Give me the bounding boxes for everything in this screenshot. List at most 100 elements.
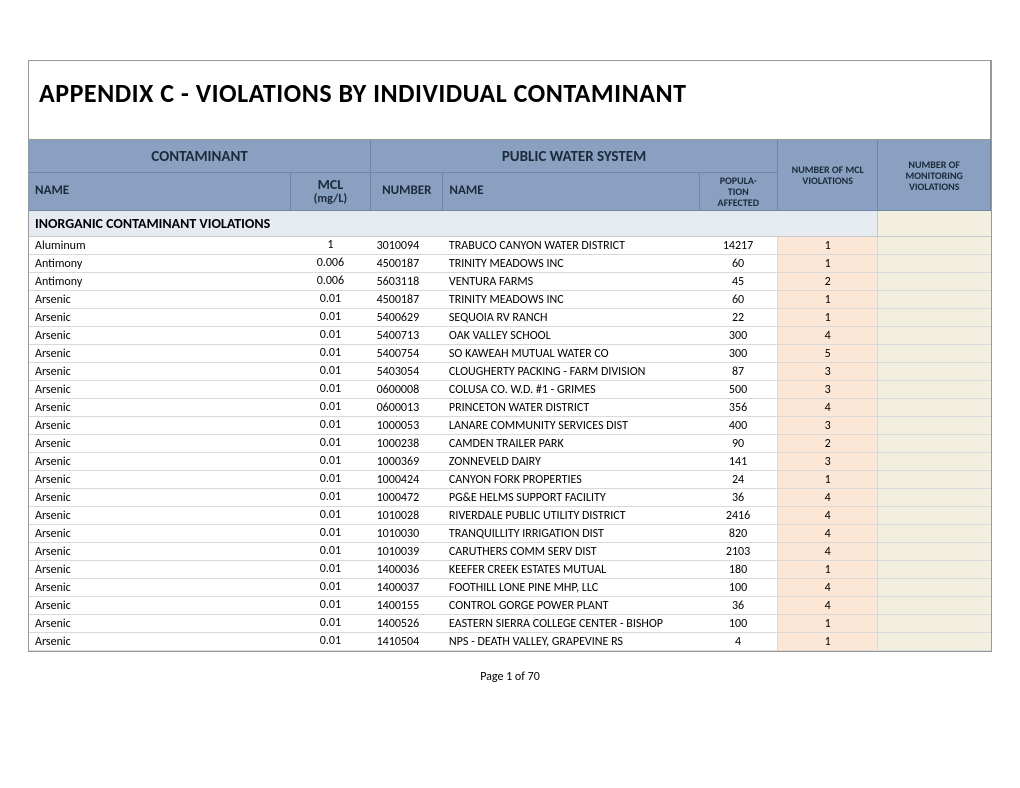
cell-mcl-violations: 5 xyxy=(777,345,877,363)
cell-contaminant-name: Arsenic xyxy=(29,417,290,435)
table-row: Arsenic0.011400526EASTERN SIERRA COLLEGE… xyxy=(29,615,991,633)
cell-mcl: 0.01 xyxy=(290,507,370,525)
cell-pws-number: 5400629 xyxy=(371,309,443,327)
cell-mcl-violations: 1 xyxy=(777,633,877,651)
header-number: NUMBER xyxy=(371,173,443,211)
cell-population: 820 xyxy=(699,525,777,543)
cell-mcl: 0.01 xyxy=(290,579,370,597)
cell-contaminant-name: Arsenic xyxy=(29,543,290,561)
cell-pws-name: CARUTHERS COMM SERV DIST xyxy=(443,543,699,561)
cell-pws-name: OAK VALLEY SCHOOL xyxy=(443,327,699,345)
cell-monitoring-violations xyxy=(878,255,991,273)
cell-pws-number: 1400036 xyxy=(371,561,443,579)
cell-pws-number: 1000238 xyxy=(371,435,443,453)
table-row: Arsenic0.011400155CONTROL GORGE POWER PL… xyxy=(29,597,991,615)
cell-mcl: 0.01 xyxy=(290,561,370,579)
cell-monitoring-violations xyxy=(878,237,991,255)
cell-pws-name: CLOUGHERTY PACKING - FARM DIVISION xyxy=(443,363,699,381)
cell-mcl: 0.01 xyxy=(290,345,370,363)
cell-mcl: 0.01 xyxy=(290,471,370,489)
section-last-cell xyxy=(878,211,991,237)
cell-population: 180 xyxy=(699,561,777,579)
table-row: Aluminum13010094TRABUCO CANYON WATER DIS… xyxy=(29,237,991,255)
table-row: Arsenic0.015400629SEQUOIA RV RANCH221 xyxy=(29,309,991,327)
cell-monitoring-violations xyxy=(878,309,991,327)
section-header-row: INORGANIC CONTAMINANT VIOLATIONS xyxy=(29,211,991,237)
cell-pws-number: 4500187 xyxy=(371,255,443,273)
cell-contaminant-name: Antimony xyxy=(29,273,290,291)
table-row: Arsenic0.011410504NPS - DEATH VALLEY, GR… xyxy=(29,633,991,651)
cell-pws-number: 1010030 xyxy=(371,525,443,543)
report-table: APPENDIX C - VIOLATIONS BY INDIVIDUAL CO… xyxy=(28,60,992,652)
cell-mcl: 1 xyxy=(290,237,370,255)
table-row: Arsenic0.011000238CAMDEN TRAILER PARK902 xyxy=(29,435,991,453)
table-row: Arsenic0.011010028RIVERDALE PUBLIC UTILI… xyxy=(29,507,991,525)
cell-pws-name: CAMDEN TRAILER PARK xyxy=(443,435,699,453)
cell-population: 300 xyxy=(699,327,777,345)
cell-monitoring-violations xyxy=(878,291,991,309)
table-row: Arsenic0.011010039CARUTHERS COMM SERV DI… xyxy=(29,543,991,561)
cell-monitoring-violations xyxy=(878,453,991,471)
cell-mcl: 0.01 xyxy=(290,435,370,453)
cell-mcl: 0.01 xyxy=(290,309,370,327)
cell-mcl: 0.006 xyxy=(290,273,370,291)
cell-contaminant-name: Arsenic xyxy=(29,561,290,579)
cell-mcl-violations: 1 xyxy=(777,291,877,309)
cell-contaminant-name: Arsenic xyxy=(29,597,290,615)
cell-mcl: 0.01 xyxy=(290,399,370,417)
cell-mcl-violations: 4 xyxy=(777,399,877,417)
cell-mcl-violations: 3 xyxy=(777,453,877,471)
cell-contaminant-name: Arsenic xyxy=(29,309,290,327)
cell-pws-name: PG&E HELMS SUPPORT FACILITY xyxy=(443,489,699,507)
cell-monitoring-violations xyxy=(878,489,991,507)
cell-population: 14217 xyxy=(699,237,777,255)
cell-population: 2103 xyxy=(699,543,777,561)
cell-monitoring-violations xyxy=(878,525,991,543)
cell-pws-number: 1000424 xyxy=(371,471,443,489)
cell-mcl-violations: 4 xyxy=(777,327,877,345)
cell-pws-number: 3010094 xyxy=(371,237,443,255)
header-pws-name: NAME xyxy=(443,173,699,211)
cell-pws-name: NPS - DEATH VALLEY, GRAPEVINE RS xyxy=(443,633,699,651)
cell-mcl-violations: 2 xyxy=(777,273,877,291)
cell-population: 400 xyxy=(699,417,777,435)
cell-population: 141 xyxy=(699,453,777,471)
header-pws-group: PUBLIC WATER SYSTEM xyxy=(371,140,778,173)
cell-mcl-violations: 4 xyxy=(777,507,877,525)
cell-monitoring-violations xyxy=(878,543,991,561)
cell-pws-number: 5400713 xyxy=(371,327,443,345)
table-row: Arsenic0.011000472PG&E HELMS SUPPORT FAC… xyxy=(29,489,991,507)
cell-pws-name: SO KAWEAH MUTUAL WATER CO xyxy=(443,345,699,363)
data-table: CONTAMINANT PUBLIC WATER SYSTEM NUMBER O… xyxy=(29,140,991,651)
cell-pws-name: FOOTHILL LONE PINE MHP, LLC xyxy=(443,579,699,597)
cell-contaminant-name: Arsenic xyxy=(29,291,290,309)
cell-contaminant-name: Arsenic xyxy=(29,525,290,543)
table-row: Arsenic0.011010030TRANQUILLITY IRRIGATIO… xyxy=(29,525,991,543)
cell-pws-name: TRABUCO CANYON WATER DISTRICT xyxy=(443,237,699,255)
cell-pws-number: 5403054 xyxy=(371,363,443,381)
cell-contaminant-name: Arsenic xyxy=(29,435,290,453)
cell-monitoring-violations xyxy=(878,417,991,435)
cell-pws-name: RIVERDALE PUBLIC UTILITY DISTRICT xyxy=(443,507,699,525)
table-row: Arsenic0.015403054CLOUGHERTY PACKING - F… xyxy=(29,363,991,381)
cell-pws-number: 1000053 xyxy=(371,417,443,435)
cell-pws-number: 1010028 xyxy=(371,507,443,525)
cell-pws-number: 5603118 xyxy=(371,273,443,291)
cell-pws-number: 5400754 xyxy=(371,345,443,363)
cell-mcl-violations: 4 xyxy=(777,579,877,597)
table-row: Antimony0.0064500187TRINITY MEADOWS INC6… xyxy=(29,255,991,273)
table-row: Arsenic0.011000053LANARE COMMUNITY SERVI… xyxy=(29,417,991,435)
cell-pws-name: VENTURA FARMS xyxy=(443,273,699,291)
cell-population: 100 xyxy=(699,579,777,597)
cell-mcl-violations: 3 xyxy=(777,417,877,435)
cell-mcl-violations: 1 xyxy=(777,309,877,327)
cell-contaminant-name: Arsenic xyxy=(29,579,290,597)
header-name: NAME xyxy=(29,173,290,211)
cell-pws-number: 1400155 xyxy=(371,597,443,615)
cell-mcl: 0.01 xyxy=(290,525,370,543)
table-row: Antimony0.0065603118VENTURA FARMS452 xyxy=(29,273,991,291)
cell-contaminant-name: Arsenic xyxy=(29,363,290,381)
cell-population: 87 xyxy=(699,363,777,381)
cell-pws-number: 0600008 xyxy=(371,381,443,399)
cell-pws-name: EASTERN SIERRA COLLEGE CENTER - BISHOP xyxy=(443,615,699,633)
